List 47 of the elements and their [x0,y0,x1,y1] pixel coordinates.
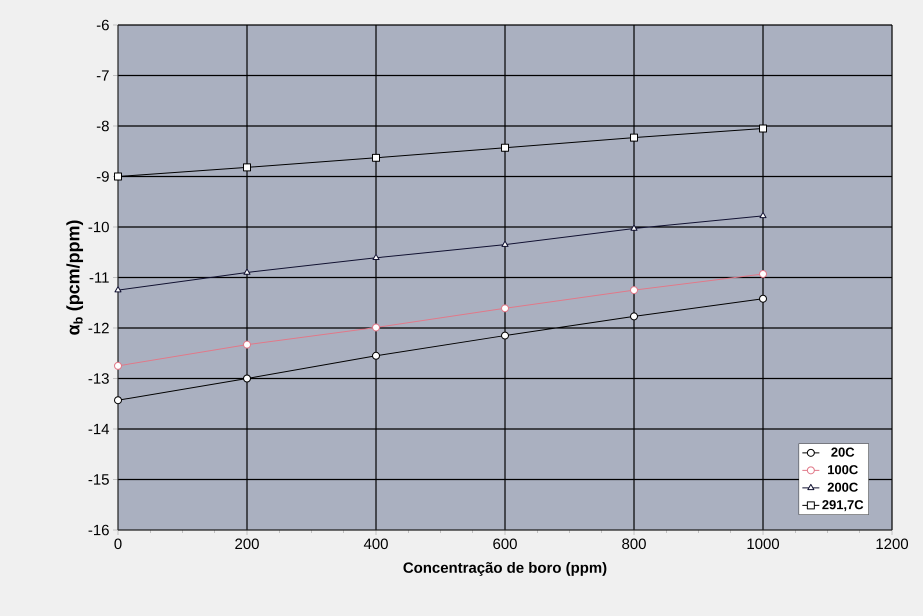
point [630,312,638,320]
y-axis-title: α$_{b}$ (pcm/ppm) [66,220,84,335]
legend-label: 20C [831,448,854,457]
point [501,144,509,152]
x-tick-label: 200 [235,538,259,550]
y-tick-label: -6 [96,20,109,30]
legend-label: 200C [828,482,858,492]
y-tick-label: -14 [88,424,110,434]
point [759,124,767,133]
point [630,134,638,142]
point [501,304,509,312]
y-tick-label: -13 [88,373,109,384]
y-tick-label: -11 [90,272,109,283]
point [243,340,251,349]
point [759,294,767,303]
point [759,270,767,278]
point [114,396,122,404]
point [114,172,122,180]
x-axis-title: Concentração de boro (ppm) [403,562,606,576]
point [243,163,251,172]
point [501,332,509,340]
point [372,254,380,260]
x-tick-label: 400 [364,538,388,550]
y-tick-label: -9 [96,171,109,182]
point [243,374,251,382]
point [114,362,122,370]
point [501,240,509,247]
legend-label: 291,7C [822,500,864,512]
x-tick-label: 800 [622,538,646,550]
y-tick-label: -16 [88,524,109,536]
y-tick-label: -10 [88,222,109,232]
legend-label: 100C [828,465,858,474]
x-tick-label: 0 [114,538,122,550]
y-tick-label: -7 [96,70,109,81]
point [759,212,767,218]
point [372,324,380,332]
x-tick-label: 600 [493,538,517,550]
point [372,352,380,360]
y-tick-label: -12 [88,322,109,334]
y-tick-label: -8 [96,120,109,132]
point [372,154,380,162]
point [630,286,638,294]
x-tick-label: 1000 [748,538,780,550]
point [630,224,638,231]
y-tick-label: -15 [88,474,109,485]
x-tick-label: 1200 [876,538,908,550]
point [243,268,251,275]
